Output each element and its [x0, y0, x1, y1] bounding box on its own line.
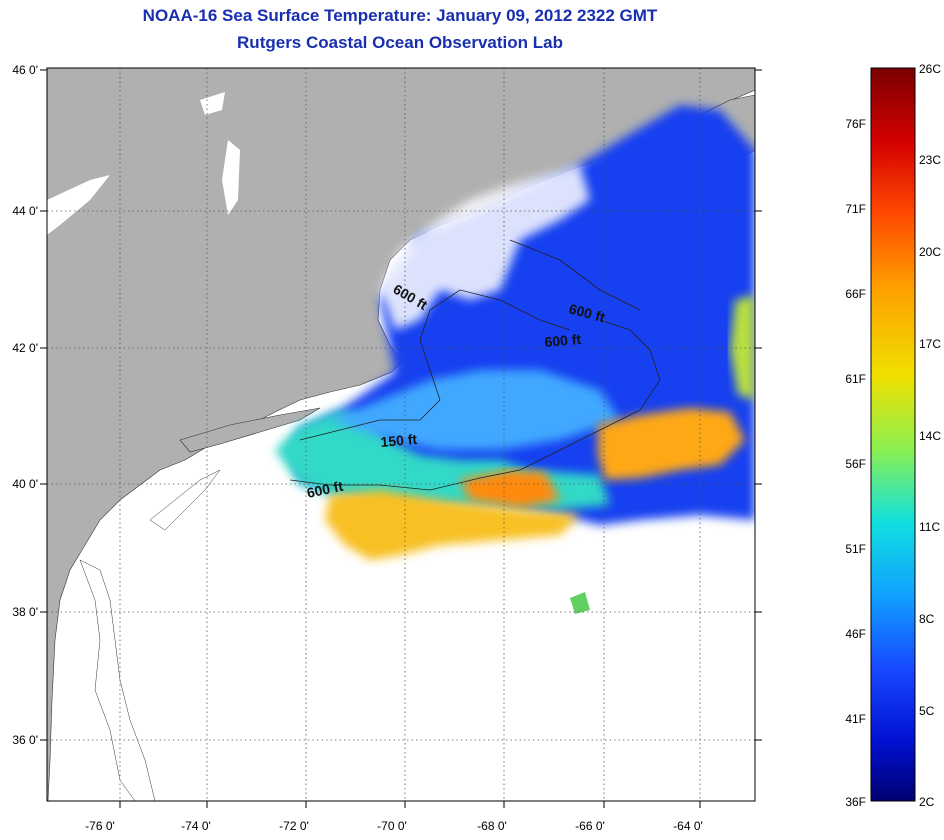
colorbar-celsius-label: 5C: [919, 704, 935, 718]
lon-label: -76 0': [85, 819, 115, 833]
chesapeake-bay: [79, 559, 156, 801]
lon-label: -68 0': [477, 819, 507, 833]
colorbar-celsius-label: 14C: [919, 429, 941, 443]
contour-label: 600 ft: [305, 478, 344, 501]
map-frame: [46, 67, 756, 802]
cloud-cover: [380, 165, 590, 330]
long-island: [179, 407, 321, 453]
lat-label: 42 0': [12, 341, 38, 355]
temperature-colorbar: [870, 67, 916, 802]
lon-label: -64 0': [673, 819, 703, 833]
map-subtitle: Rutgers Coastal Ocean Observation Lab: [237, 33, 563, 52]
colorbar-celsius-label: 23C: [919, 153, 941, 167]
sst-warm-patch: [325, 490, 580, 560]
colorbar-fahrenheit-label: 56F: [845, 457, 866, 471]
lake: [200, 92, 225, 115]
colorbar-celsius-label: 11C: [919, 520, 940, 534]
delaware-bay: [149, 469, 221, 531]
colorbar-fahrenheit-label: 66F: [845, 287, 866, 301]
colorbar-fahrenheit-label: 71F: [845, 202, 866, 216]
lat-label: 36 0': [12, 733, 38, 747]
contour-label: 600 ft: [544, 331, 582, 350]
colorbar-celsius-label: 20C: [919, 245, 941, 259]
bathymetry-contours: [289, 239, 661, 491]
colorbar-celsius-label: 2C: [919, 795, 935, 809]
colorbar-fahrenheit-label: 61F: [845, 372, 866, 386]
lon-label: -72 0': [279, 819, 309, 833]
lat-label: 46 0': [12, 63, 38, 77]
lon-label: -74 0': [181, 819, 211, 833]
sst-warm-patch: [598, 408, 745, 480]
sst-light-blue: [330, 370, 620, 450]
map-title: NOAA-16 Sea Surface Temperature: January…: [142, 6, 658, 25]
colorbar-fahrenheit-label: 41F: [845, 712, 866, 726]
colorbar-fahrenheit-label: 36F: [845, 795, 866, 809]
colorbar-fahrenheit-label: 46F: [845, 627, 866, 641]
lat-label: 38 0': [12, 605, 38, 619]
lake: [47, 175, 110, 235]
lake: [222, 140, 240, 215]
colorbar-fahrenheit-label: 76F: [845, 117, 866, 131]
graticule: [47, 68, 755, 801]
contour-label: 150 ft: [380, 431, 418, 450]
colorbar-fahrenheit-label: 51F: [845, 542, 866, 556]
lon-label: -70 0': [377, 819, 407, 833]
lon-label: -66 0': [575, 819, 605, 833]
colorbar-celsius-label: 17C: [919, 337, 941, 351]
colorbar-celsius-label: 26C: [919, 62, 941, 76]
axis-ticks: [40, 69, 762, 808]
lat-label: 44 0': [12, 204, 38, 218]
sst-warm-patch: [460, 470, 560, 508]
lat-label: 40 0': [12, 477, 38, 491]
colorbar-celsius-label: 8C: [919, 612, 935, 626]
sst-warm-patch: [730, 295, 755, 400]
sst-small-patch: [570, 592, 590, 614]
